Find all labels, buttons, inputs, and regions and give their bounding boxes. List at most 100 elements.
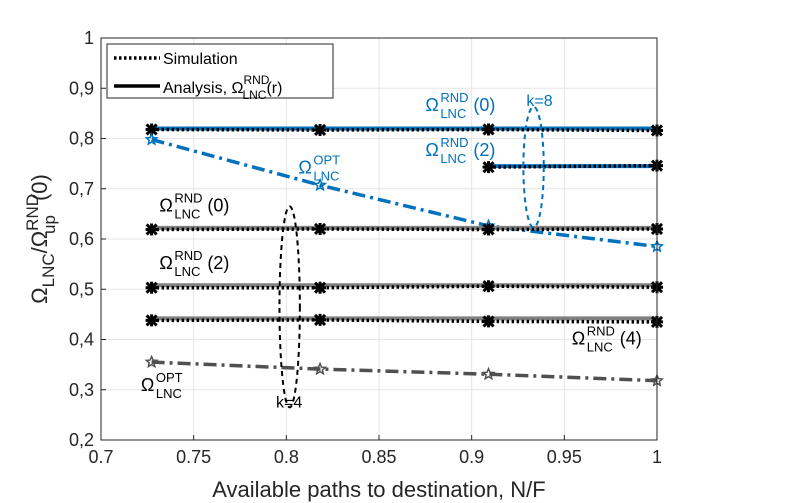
series-opt: [144, 354, 665, 387]
simulation-marker: [314, 313, 327, 326]
annotation-omega: Ω: [572, 329, 585, 349]
x-tick-label: 0.9: [459, 447, 484, 467]
annotation-sup: RND: [587, 324, 615, 339]
opt-line: [151, 137, 658, 249]
simulation-marker: [145, 314, 158, 327]
x-tick-label: 0.95: [547, 447, 582, 467]
simulation-marker: [314, 222, 327, 236]
legend-analysis-prefix: Analysis,: [163, 80, 231, 97]
legend-simulation-label: Simulation: [163, 51, 238, 68]
annotation-omega: Ω: [141, 375, 154, 395]
y-tick-label: 0,7: [69, 179, 94, 199]
y-tick-label: 0,6: [69, 229, 94, 249]
annotation-sup: OPT: [313, 153, 340, 168]
simulation-marker: [314, 123, 327, 137]
group-ellipse: [522, 105, 545, 229]
annotation-sub: LNC: [440, 151, 466, 166]
annotation-sub: LNC: [587, 340, 613, 355]
annotation-sup: RND: [174, 190, 202, 205]
annotation-omega: Ω: [425, 140, 438, 160]
star-marker: [312, 177, 328, 192]
simulation-marker: [482, 280, 495, 293]
legend-analysis-label: Analysis, ΩRND LNC(r): [163, 73, 282, 102]
legend: Simulation Analysis, ΩRND LNC(r): [106, 43, 334, 102]
group-ellipse: [278, 205, 301, 409]
star-marker: [481, 366, 496, 381]
annotation-sup: RND: [174, 248, 202, 263]
y-tick-label: 0,4: [69, 330, 94, 350]
x-tick-label: 0.75: [176, 447, 211, 467]
series-layer: [144, 123, 665, 387]
axis-ticks: 0.7 0.75 0.8 0.85 0.9 0.95 1 0,2 0,3 0,4 0,5 0,6 0,7…: [69, 28, 662, 467]
star-marker: [144, 132, 159, 146]
y-axis-arg: (0): [27, 174, 52, 201]
simulation-marker: [482, 161, 495, 174]
y-axis-omega-2: Ω: [27, 231, 52, 247]
annotation-sub: LNC: [174, 264, 200, 279]
y-tick-label: 0,3: [69, 380, 94, 400]
simulation-marker: [482, 315, 495, 328]
x-tick-label: 0.8: [274, 447, 299, 467]
star-marker: [144, 354, 159, 369]
x-axis-title: Available paths to destination, N/F: [212, 477, 545, 502]
annotation-omega: Ω: [159, 253, 172, 273]
annotation-sup: RND: [440, 90, 468, 105]
annotation-sub: LNC: [174, 206, 200, 221]
legend-analysis-omega: Ω: [231, 80, 243, 97]
y-axis-title: ΩLNC/ΩRNDup(0): [23, 174, 59, 304]
x-tick-label: 0.7: [88, 447, 113, 467]
annotation-arg: (4): [620, 329, 642, 349]
annotation-arg: (0): [207, 195, 229, 215]
y-tick-label: 0,5: [69, 279, 94, 299]
simulation-marker: [145, 123, 158, 136]
y-tick-label: 1: [84, 28, 94, 48]
simulation-marker: [482, 123, 495, 136]
y-axis-sup-rnd: RND: [23, 194, 42, 231]
annotation-arg: (2): [473, 140, 495, 160]
star-marker: [312, 361, 328, 376]
simulation-line: [151, 318, 658, 324]
simulation-marker: [482, 223, 495, 236]
simulation-line: [488, 163, 658, 169]
annotation-omega: Ω: [159, 195, 172, 215]
annotation-arg: (2): [207, 253, 229, 273]
y-tick-label: 0,2: [69, 430, 94, 450]
simulation-line: [151, 127, 658, 133]
simulation-line: [151, 284, 658, 290]
y-axis-sub-lnc: LNC: [39, 253, 58, 287]
x-tick-label: 0.85: [361, 447, 396, 467]
annotation-sub: LNC: [156, 386, 182, 401]
y-tick-label: 0,8: [69, 129, 94, 149]
opt-line: [151, 360, 658, 383]
simulation-marker: [314, 281, 327, 294]
annotation-omega: Ω: [298, 158, 311, 178]
y-axis-omega: Ω: [27, 287, 52, 303]
annotation-sub: LNC: [313, 169, 339, 184]
group-label: k=8: [526, 93, 552, 110]
group-ellipses: k=8 k=4: [276, 93, 553, 411]
legend-analysis-sup: RND: [243, 73, 269, 87]
group-label: k=4: [276, 394, 302, 411]
annotation-sup: RND: [440, 135, 468, 150]
simulation-marker: [145, 281, 158, 294]
simulation-marker: [145, 223, 158, 236]
y-tick-label: 0,9: [69, 78, 94, 98]
x-tick-label: 1: [652, 447, 662, 467]
legend-analysis-sub: LNC: [242, 88, 266, 102]
annotation-sub: LNC: [440, 106, 466, 121]
y-axis-slash: /: [27, 246, 52, 253]
simulation-line: [151, 227, 658, 232]
annotation-omega: Ω: [425, 95, 438, 115]
annotation-arg: (0): [473, 95, 495, 115]
annotation-sup: OPT: [156, 370, 183, 385]
y-axis-sub-up: up: [40, 215, 59, 234]
